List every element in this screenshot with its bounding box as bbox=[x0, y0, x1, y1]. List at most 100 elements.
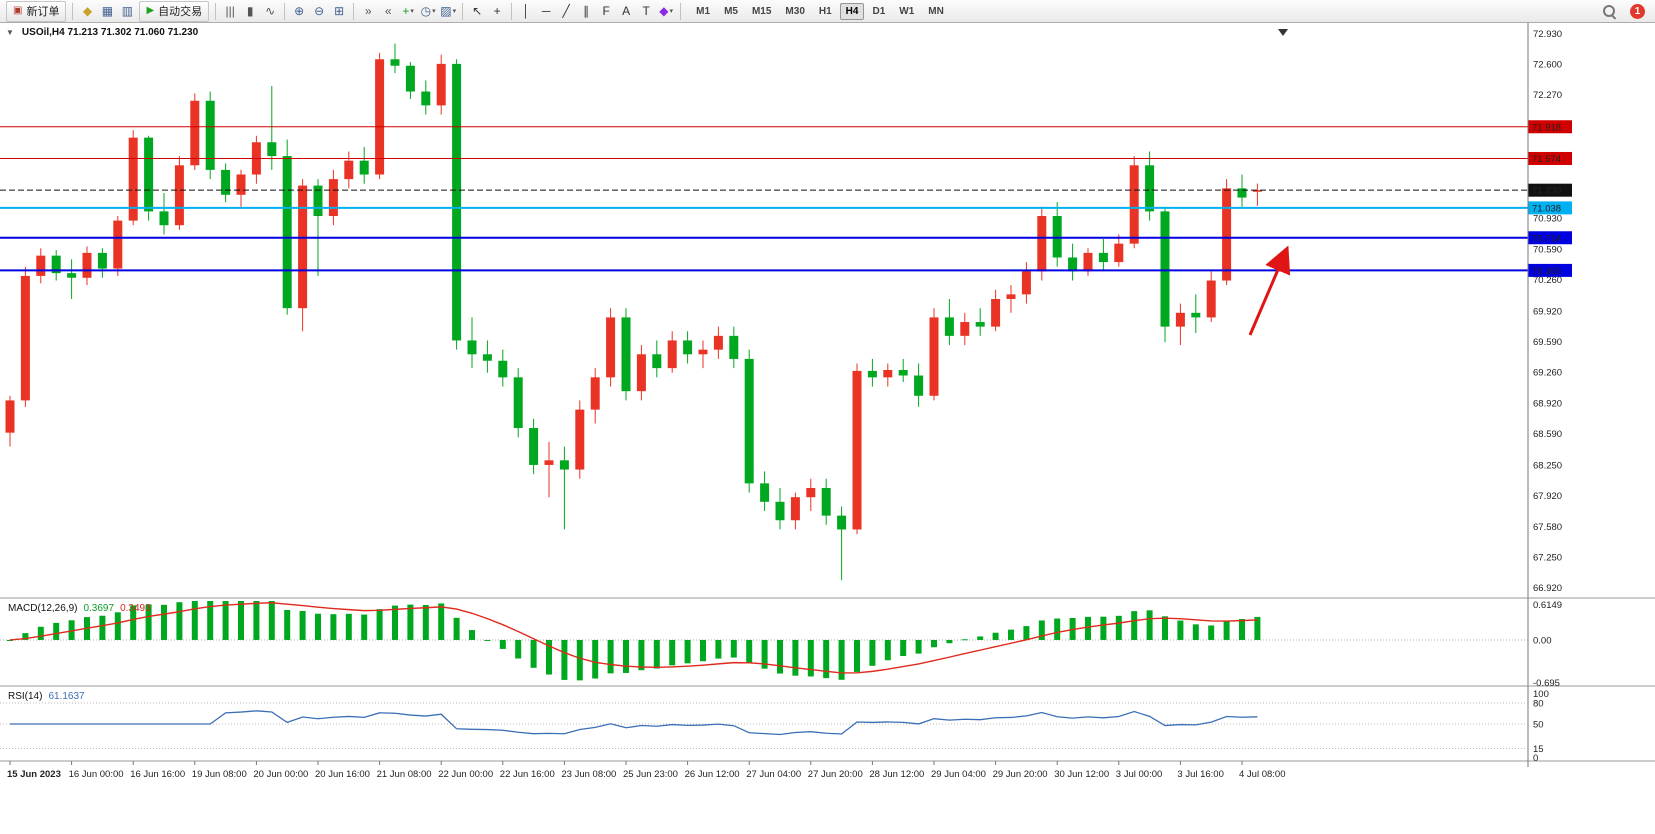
text-icon[interactable]: A bbox=[616, 2, 636, 21]
svg-text:27 Jun 20:00: 27 Jun 20:00 bbox=[808, 769, 863, 780]
market-watch-icon-glyph: ▥ bbox=[121, 4, 134, 18]
svg-text:15 Jun 2023: 15 Jun 2023 bbox=[7, 769, 61, 780]
svg-text:23 Jun 08:00: 23 Jun 08:00 bbox=[561, 769, 616, 780]
timeframe-m1-button[interactable]: M1 bbox=[696, 5, 711, 17]
indicators-icon[interactable]: + ▾ bbox=[398, 2, 418, 21]
svg-text:72.270: 72.270 bbox=[1533, 90, 1562, 101]
toolbar-separator bbox=[215, 2, 217, 20]
symbol-collapse-icon[interactable]: ▼ bbox=[6, 28, 14, 37]
crosshair-icon[interactable]: + bbox=[487, 2, 507, 21]
svg-text:29 Jun 04:00: 29 Jun 04:00 bbox=[931, 769, 986, 780]
cursor-icon-glyph: ↖ bbox=[472, 4, 483, 18]
chart-shift-icon-glyph: « bbox=[384, 4, 392, 18]
horizontal-line-icon[interactable]: ─ bbox=[536, 2, 556, 21]
toolbar-separator bbox=[462, 2, 464, 20]
timeframe-toolbar: M1 M5 M15 M30 H1 H4 D1 W1 MN bbox=[689, 2, 951, 20]
timeframe-m30-button[interactable]: M30 bbox=[785, 5, 805, 17]
svg-text:20 Jun 00:00: 20 Jun 00:00 bbox=[253, 769, 308, 780]
chart-svg[interactable]: 71.91871.57471.03870.71470.36071.23072.9… bbox=[0, 23, 1655, 829]
annotation-arrow[interactable] bbox=[1248, 245, 1291, 336]
auto-trading-button[interactable]: ▶ 自动交易 bbox=[139, 0, 210, 22]
rsi-value: 61.1637 bbox=[48, 691, 85, 702]
new-order-button-label: 新订单 bbox=[26, 6, 60, 18]
svg-text:68.920: 68.920 bbox=[1533, 399, 1562, 410]
svg-text:70.360: 70.360 bbox=[1532, 266, 1561, 277]
macd-main-value: 0.3697 bbox=[83, 603, 115, 614]
chart-shift-icon[interactable]: « bbox=[378, 2, 398, 21]
svg-text:72.930: 72.930 bbox=[1533, 29, 1562, 40]
timeframe-w1-button[interactable]: W1 bbox=[899, 5, 915, 17]
timeframe-d1-button[interactable]: D1 bbox=[872, 5, 886, 17]
toolbar-separator bbox=[353, 2, 355, 20]
svg-text:71.038: 71.038 bbox=[1532, 203, 1561, 214]
label-icon[interactable]: T bbox=[636, 2, 656, 21]
svg-text:3 Jul 16:00: 3 Jul 16:00 bbox=[1177, 769, 1223, 780]
macd-indicator-label: MACD(12,26,9) 0.3697 0.3493 bbox=[8, 603, 151, 614]
svg-text:19 Jun 08:00: 19 Jun 08:00 bbox=[192, 769, 247, 780]
navigator-icon[interactable]: ▦ bbox=[97, 2, 117, 21]
zoom-in-icon-glyph: ⊕ bbox=[294, 4, 305, 18]
svg-text:71.918: 71.918 bbox=[1532, 122, 1561, 133]
cursor-icon[interactable]: ↖ bbox=[467, 2, 487, 21]
chart-canvas[interactable]: ▼ USOil,H4 71.213 71.302 71.060 71.230 M… bbox=[0, 23, 1655, 829]
zoom-in-icon[interactable]: ⊕ bbox=[289, 2, 309, 21]
fibonacci-icon-glyph: F bbox=[602, 4, 610, 18]
tile-windows-icon-glyph: ⊞ bbox=[334, 4, 345, 18]
market-watch-icon[interactable]: ▥ bbox=[117, 2, 137, 21]
arrows-icon[interactable]: ◆ ▾ bbox=[656, 2, 676, 21]
fibonacci-icon[interactable]: F bbox=[596, 2, 616, 21]
rsi-line bbox=[10, 710, 1258, 736]
svg-text:29 Jun 20:00: 29 Jun 20:00 bbox=[993, 769, 1048, 780]
arrows-icon-glyph: ◆ bbox=[659, 4, 669, 18]
svg-text:20 Jun 16:00: 20 Jun 16:00 bbox=[315, 769, 370, 780]
auto-trading-icon: ▶ bbox=[146, 5, 155, 16]
timeframe-h4-button[interactable]: H4 bbox=[839, 2, 865, 20]
horizontal-line-icon-glyph: ─ bbox=[541, 4, 551, 18]
bars-chart-icon[interactable]: ||| bbox=[220, 2, 240, 21]
zoom-out-icon[interactable]: ⊖ bbox=[309, 2, 329, 21]
candlestick-chart-icon[interactable]: ▮ bbox=[240, 2, 260, 21]
time-axis: 15 Jun 2023 16 Jun 00:00 16 Jun 16:00 19 Ju… bbox=[7, 761, 1285, 780]
svg-text:100: 100 bbox=[1533, 689, 1549, 700]
notification-badge[interactable]: 1 bbox=[1630, 3, 1645, 19]
svg-text:16 Jun 16:00: 16 Jun 16:00 bbox=[130, 769, 185, 780]
new-order-button[interactable]: ▣ 新订单 bbox=[6, 0, 67, 22]
svg-text:22 Jun 16:00: 22 Jun 16:00 bbox=[500, 769, 555, 780]
templates-icon[interactable]: ▨ ▾ bbox=[438, 2, 458, 21]
rsi-indicator-label: RSI(14) 61.1637 bbox=[8, 691, 85, 702]
svg-text:72.600: 72.600 bbox=[1533, 59, 1562, 70]
timeframe-m5-button[interactable]: M5 bbox=[724, 5, 738, 17]
timeframe-mn-button[interactable]: MN bbox=[928, 5, 944, 17]
rsi-name: RSI(14) bbox=[8, 691, 43, 702]
level-lines-layer[interactable]: 71.918 71.574 71.038 70.714 70.360 71.230 bbox=[0, 120, 1572, 277]
svg-text:50: 50 bbox=[1533, 720, 1544, 731]
metaeditor-icon[interactable]: ◆ bbox=[77, 2, 97, 21]
svg-text:3 Jul 00:00: 3 Jul 00:00 bbox=[1116, 769, 1162, 780]
svg-text:71.230: 71.230 bbox=[1532, 186, 1561, 197]
price-axis: 72.930 72.600 72.270 70.930 70.590 70.260 69.9… bbox=[0, 23, 1655, 767]
candles-layer bbox=[5, 43, 1262, 581]
svg-text:69.260: 69.260 bbox=[1533, 367, 1562, 378]
svg-text:67.920: 67.920 bbox=[1533, 491, 1562, 502]
timeframe-h1-button[interactable]: H1 bbox=[818, 5, 832, 17]
line-chart-icon[interactable]: ∿ bbox=[260, 2, 280, 21]
navigator-icon-glyph: ▦ bbox=[101, 4, 114, 18]
main-toolbar: ▣ 新订单 ◆ ▦ ▥ ▶ 自动交易 ||| ▮ ∿ ⊕ ⊖ ⊞» «+ ▾ ◷ ▾ ▨ ▾ ↖ + │ ─ ╱ ∥ F A T ◆ ▾ … bbox=[0, 0, 1655, 23]
auto-trading-button-label: 自动交易 bbox=[158, 6, 203, 18]
vertical-line-icon[interactable]: │ bbox=[516, 2, 536, 21]
channel-icon[interactable]: ∥ bbox=[576, 2, 596, 21]
periods-icon[interactable]: ◷ ▾ bbox=[418, 2, 438, 21]
chart-shift-marker-icon[interactable] bbox=[1278, 29, 1288, 36]
search-icon[interactable] bbox=[1601, 3, 1621, 20]
tile-windows-icon[interactable]: ⊞ bbox=[329, 2, 349, 21]
bars-chart-icon-glyph: ||| bbox=[225, 4, 235, 18]
auto-scroll-icon[interactable]: » bbox=[358, 2, 378, 21]
dropdown-caret-icon: ▾ bbox=[432, 8, 436, 15]
toolbar-separator bbox=[680, 2, 682, 20]
macd-pane: 0.6149 0.00 -0.695 bbox=[0, 600, 1562, 689]
trendline-icon[interactable]: ╱ bbox=[556, 2, 576, 21]
svg-text:69.920: 69.920 bbox=[1533, 306, 1562, 317]
timeframe-m15-button[interactable]: M15 bbox=[751, 5, 772, 17]
svg-text:69.590: 69.590 bbox=[1533, 337, 1562, 348]
